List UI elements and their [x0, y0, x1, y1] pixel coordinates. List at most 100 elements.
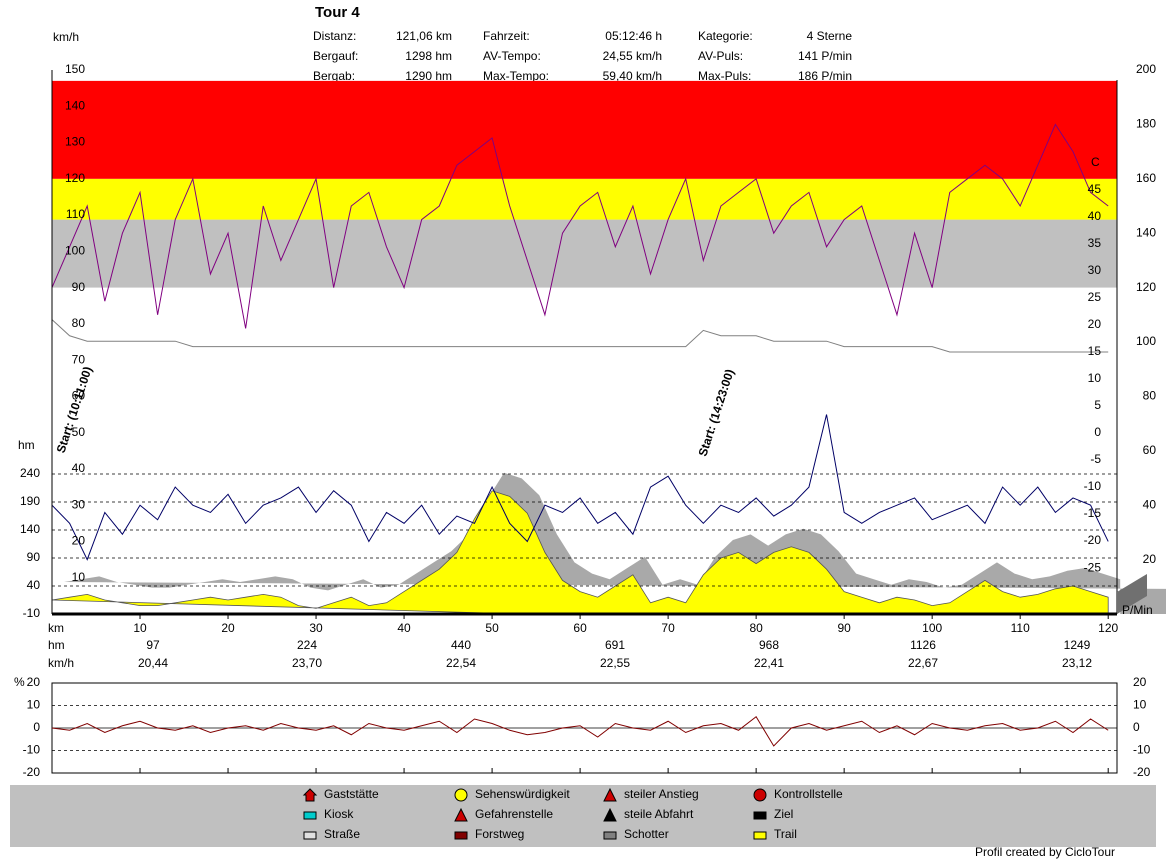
speed-tick-label: 30: [72, 497, 86, 511]
temperature-tick-label: 10: [1088, 371, 1102, 385]
altitude-tick-label: -10: [23, 606, 41, 620]
pulse-tick-label: 80: [1143, 389, 1157, 403]
summary-hm: 968: [759, 638, 779, 652]
speed-tick-label: 110: [66, 207, 85, 221]
temperature-tick-label: -25: [1084, 560, 1102, 574]
gradient-tick-label: 10: [27, 698, 41, 712]
summary-kmh-label: km/h: [48, 656, 74, 670]
altitude-area: [51, 490, 1109, 615]
speed-tick-label: 80: [72, 316, 86, 330]
summary-hm: 97: [146, 638, 160, 652]
legend-icon: [603, 807, 617, 822]
speed-line: [51, 414, 1109, 561]
temperature-tick-label: 25: [1088, 290, 1102, 304]
legend-label: Gefahrenstelle: [475, 807, 553, 821]
temperature-tick-label: -20: [1084, 533, 1102, 547]
x-tick-label: 60: [573, 621, 587, 635]
speed-tick-label: 50: [72, 425, 86, 439]
stat-value: 141 P/min: [798, 49, 852, 63]
legend-icon: [603, 787, 617, 802]
legend-icon: [753, 788, 767, 802]
temperature-tick-label: -5: [1090, 452, 1101, 466]
altitude-tick-label: 90: [27, 550, 41, 564]
gradient-axis-title: %: [14, 675, 25, 689]
pulse-tick-label: 20: [1143, 552, 1157, 566]
pulse-tick-label: 120: [1136, 280, 1156, 294]
legend-label: steiler Anstieg: [624, 787, 699, 801]
legend-label: Sehenswürdigkeit: [475, 787, 570, 801]
pulse-zone: [52, 219, 1117, 288]
gradient-tick-label-right: -20: [1133, 765, 1151, 779]
stat-label: Max-Tempo:: [483, 69, 549, 83]
altitude-tick-label: 40: [27, 578, 41, 592]
stat-label: Bergauf:: [313, 49, 358, 63]
x-tick-label: 110: [1011, 621, 1030, 635]
gradient-tick-label-right: 20: [1133, 675, 1147, 689]
temperature-tick-label: -15: [1084, 506, 1102, 520]
legend-icon: [454, 807, 468, 822]
legend-icon: [303, 811, 317, 820]
summary-hm: 1126: [910, 638, 936, 652]
pulse-zone: [52, 80, 1117, 179]
stat-value: 05:12:46 h: [605, 29, 662, 43]
speed-axis-title: km/h: [53, 30, 79, 44]
pulse-tick-label: 40: [1143, 497, 1157, 511]
temperature-tick-label: 5: [1094, 398, 1101, 412]
summary-kmh: 22,67: [908, 656, 938, 670]
gradient-tick-label-right: -10: [1133, 743, 1151, 757]
temperature-tick-label: 30: [1088, 263, 1102, 277]
legend-label: Kiosk: [324, 807, 354, 821]
legend-label: Schotter: [624, 827, 669, 841]
pulse-tick-label: 160: [1136, 171, 1156, 185]
temperature-axis-title: C: [1091, 155, 1100, 169]
legend-label: Kontrollstelle: [774, 787, 843, 801]
summary-hm: 691: [605, 638, 625, 652]
temperature-tick-label: 20: [1088, 317, 1102, 331]
stat-value: 186 P/min: [798, 69, 852, 83]
stat-value: 4 Sterne: [807, 29, 853, 43]
legend-label: Ziel: [774, 807, 793, 821]
speed-tick-label: 20: [72, 534, 86, 548]
temperature-tick-label: -10: [1084, 479, 1102, 493]
temperature-tick-label: 45: [1088, 182, 1102, 196]
stat-label: AV-Puls:: [698, 49, 743, 63]
summary-kmh: 22,54: [446, 656, 476, 670]
x-tick-label: 120: [1098, 621, 1118, 635]
stat-value: 1290 hm: [405, 69, 452, 83]
stat-label: AV-Tempo:: [483, 49, 541, 63]
speed-tick-label: 100: [65, 244, 85, 258]
legend-icon: [603, 831, 617, 840]
stat-label: Fahrzeit:: [483, 29, 530, 43]
legend-icon: [454, 831, 468, 840]
x-tick-label: 90: [837, 621, 851, 635]
pulse-zone: [52, 178, 1117, 220]
speed-tick-label: 10: [72, 570, 86, 584]
gradient-tick-label: -20: [23, 765, 41, 779]
legend-label: Trail: [774, 827, 797, 841]
legend-icon: [303, 831, 317, 840]
temperature-tick-label: 35: [1088, 236, 1102, 250]
speed-tick-label: 130: [65, 135, 85, 149]
summary-hm: 440: [451, 638, 471, 652]
temperature-line: [51, 319, 1109, 353]
summary-kmh: 22,55: [600, 656, 630, 670]
legend-label: steile Abfahrt: [624, 807, 694, 821]
x-tick-label: 10: [133, 621, 147, 635]
temperature-tick-label: 15: [1088, 344, 1102, 358]
pulse-line: [51, 123, 1109, 329]
pulse-axis-title: P/Min: [1122, 603, 1153, 617]
stat-value: 24,55 km/h: [603, 49, 662, 63]
pulse-tick-label: 60: [1143, 443, 1157, 457]
stat-label: Max-Puls:: [698, 69, 751, 83]
speed-tick-label: 60: [72, 389, 86, 403]
floor-3d: [1117, 574, 1147, 614]
legend-icon: [753, 811, 767, 820]
x-tick-label: 40: [397, 621, 411, 635]
pulse-tick-label: 200: [1136, 62, 1156, 76]
speed-tick-label: 70: [72, 352, 86, 366]
summary-kmh: 23,70: [292, 656, 322, 670]
summary-hm: 224: [297, 638, 317, 652]
gradient-tick-label: 0: [33, 720, 40, 734]
stat-value: 59,40 km/h: [603, 69, 662, 83]
